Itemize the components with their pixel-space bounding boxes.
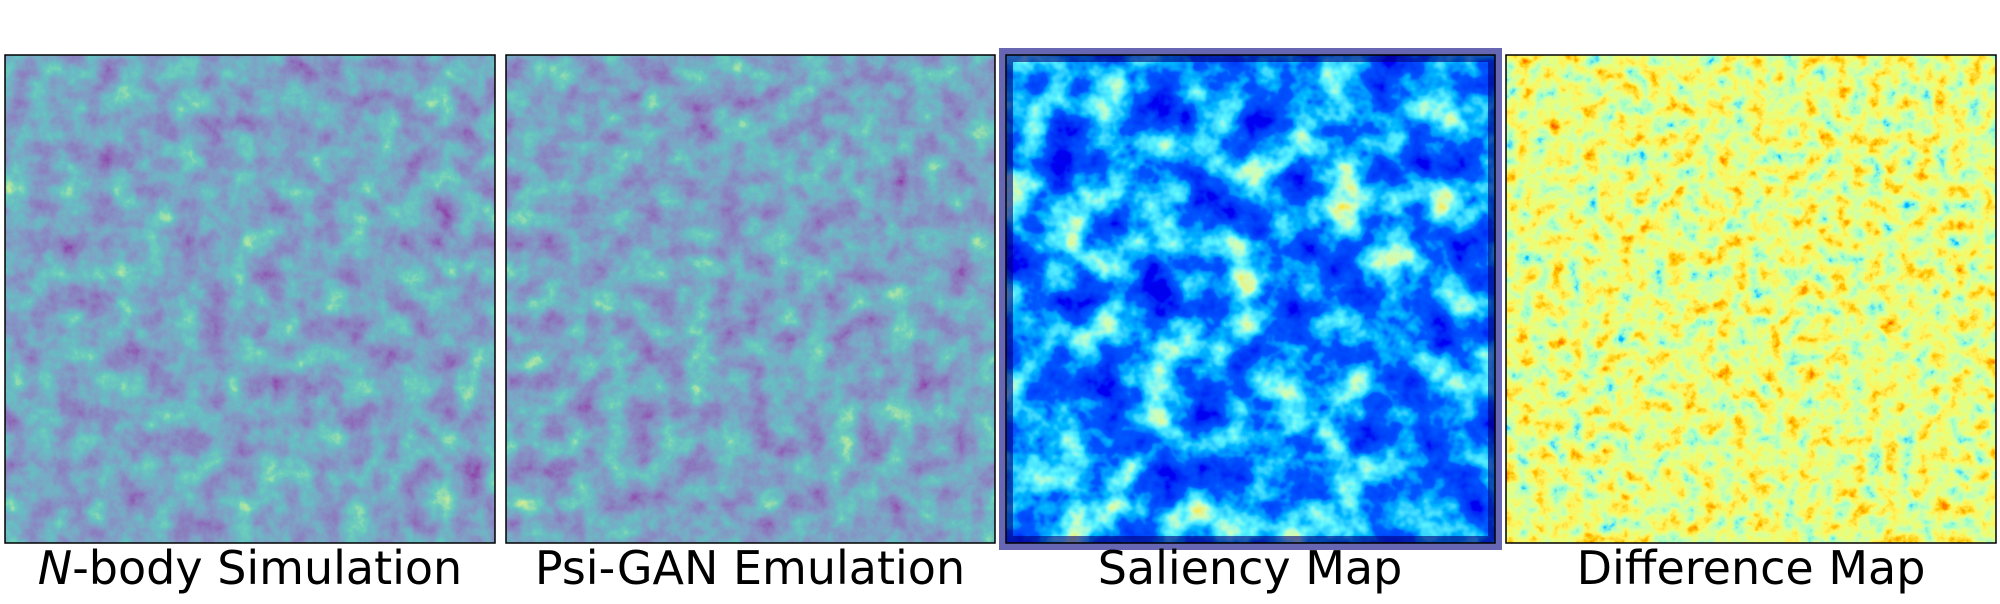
emulation-image bbox=[506, 55, 995, 543]
panel-label-rest: -body Simulation bbox=[72, 541, 462, 595]
saliency-image bbox=[1006, 55, 1495, 543]
panel-border bbox=[505, 54, 996, 544]
simulation-image bbox=[5, 55, 495, 543]
panel-border bbox=[4, 54, 496, 544]
difference-image bbox=[1506, 55, 1996, 543]
panel-label: Psi-GAN Emulation bbox=[535, 541, 965, 595]
panel-label: Difference Map bbox=[1577, 541, 1926, 595]
panel-label: N-body Simulation bbox=[38, 541, 462, 595]
panel-label: Saliency Map bbox=[1098, 541, 1403, 595]
panel-label-italic: N bbox=[38, 541, 72, 595]
panel-border bbox=[1005, 54, 1496, 544]
panel-border bbox=[1505, 54, 1997, 544]
